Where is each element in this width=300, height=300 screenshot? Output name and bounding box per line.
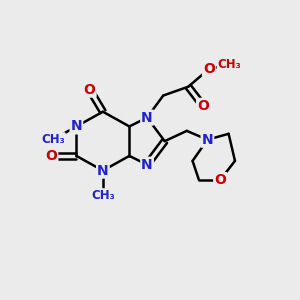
Text: O: O <box>214 173 226 187</box>
Text: O: O <box>203 62 215 76</box>
Text: CH₃: CH₃ <box>218 58 242 71</box>
Text: O: O <box>84 82 96 97</box>
Text: N: N <box>141 111 153 124</box>
Text: N: N <box>202 133 213 147</box>
Text: CH₃: CH₃ <box>91 189 115 202</box>
Text: CH₃: CH₃ <box>41 133 65 146</box>
Text: O: O <box>197 99 209 113</box>
Text: N: N <box>141 158 153 172</box>
Text: N: N <box>70 119 82 134</box>
Text: N: N <box>97 164 109 178</box>
Text: O: O <box>45 149 57 163</box>
